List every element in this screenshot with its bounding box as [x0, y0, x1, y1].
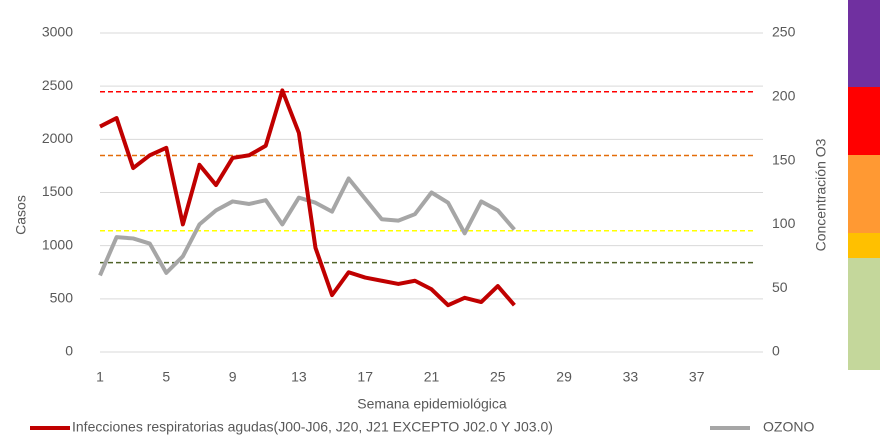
- x-tick-label: 29: [556, 369, 572, 385]
- x-tick-label: 9: [229, 369, 237, 385]
- x-tick-label: 21: [424, 369, 440, 385]
- y2-tick-label: 200: [772, 88, 796, 104]
- y-tick-label: 1000: [42, 236, 73, 252]
- x-tick-label: 17: [357, 369, 373, 385]
- aqi-scale: [848, 0, 880, 370]
- scale-band: [848, 87, 880, 155]
- x-tick-label: 37: [689, 369, 705, 385]
- x-tick-label: 1: [96, 369, 104, 385]
- y2-tick-label: 0: [772, 343, 780, 359]
- y-tick-label: 3000: [42, 24, 73, 40]
- legend-label: OZONO: [763, 419, 814, 435]
- y2-tick-label: 100: [772, 215, 796, 231]
- y-tick-label: 500: [50, 290, 74, 306]
- scale-band: [848, 258, 880, 370]
- y-tick-label: 1500: [42, 183, 73, 199]
- scale-band: [848, 233, 880, 258]
- data-line: [99, 88, 516, 308]
- y-axis-label: Casos: [13, 195, 29, 235]
- x-tick-label: 5: [162, 369, 170, 385]
- y2-tick-label: 50: [772, 279, 788, 295]
- x-tick-label: 33: [623, 369, 639, 385]
- x-tick-label: 13: [291, 369, 307, 385]
- x-tick-label: 25: [490, 369, 506, 385]
- legend-label: Infecciones respiratorias agudas(J00-J06…: [72, 419, 553, 435]
- y-tick-label: 0: [65, 343, 73, 359]
- y2-axis-label: Concentración O3: [813, 138, 829, 251]
- scale-band: [848, 155, 880, 233]
- y2-tick-label: 250: [772, 24, 796, 40]
- y-tick-label: 2000: [42, 130, 73, 146]
- y-tick-label: 2500: [42, 77, 73, 93]
- scale-band: [848, 0, 880, 87]
- y2-tick-label: 150: [772, 151, 796, 167]
- x-axis-label: Semana epidemiológica: [357, 396, 507, 412]
